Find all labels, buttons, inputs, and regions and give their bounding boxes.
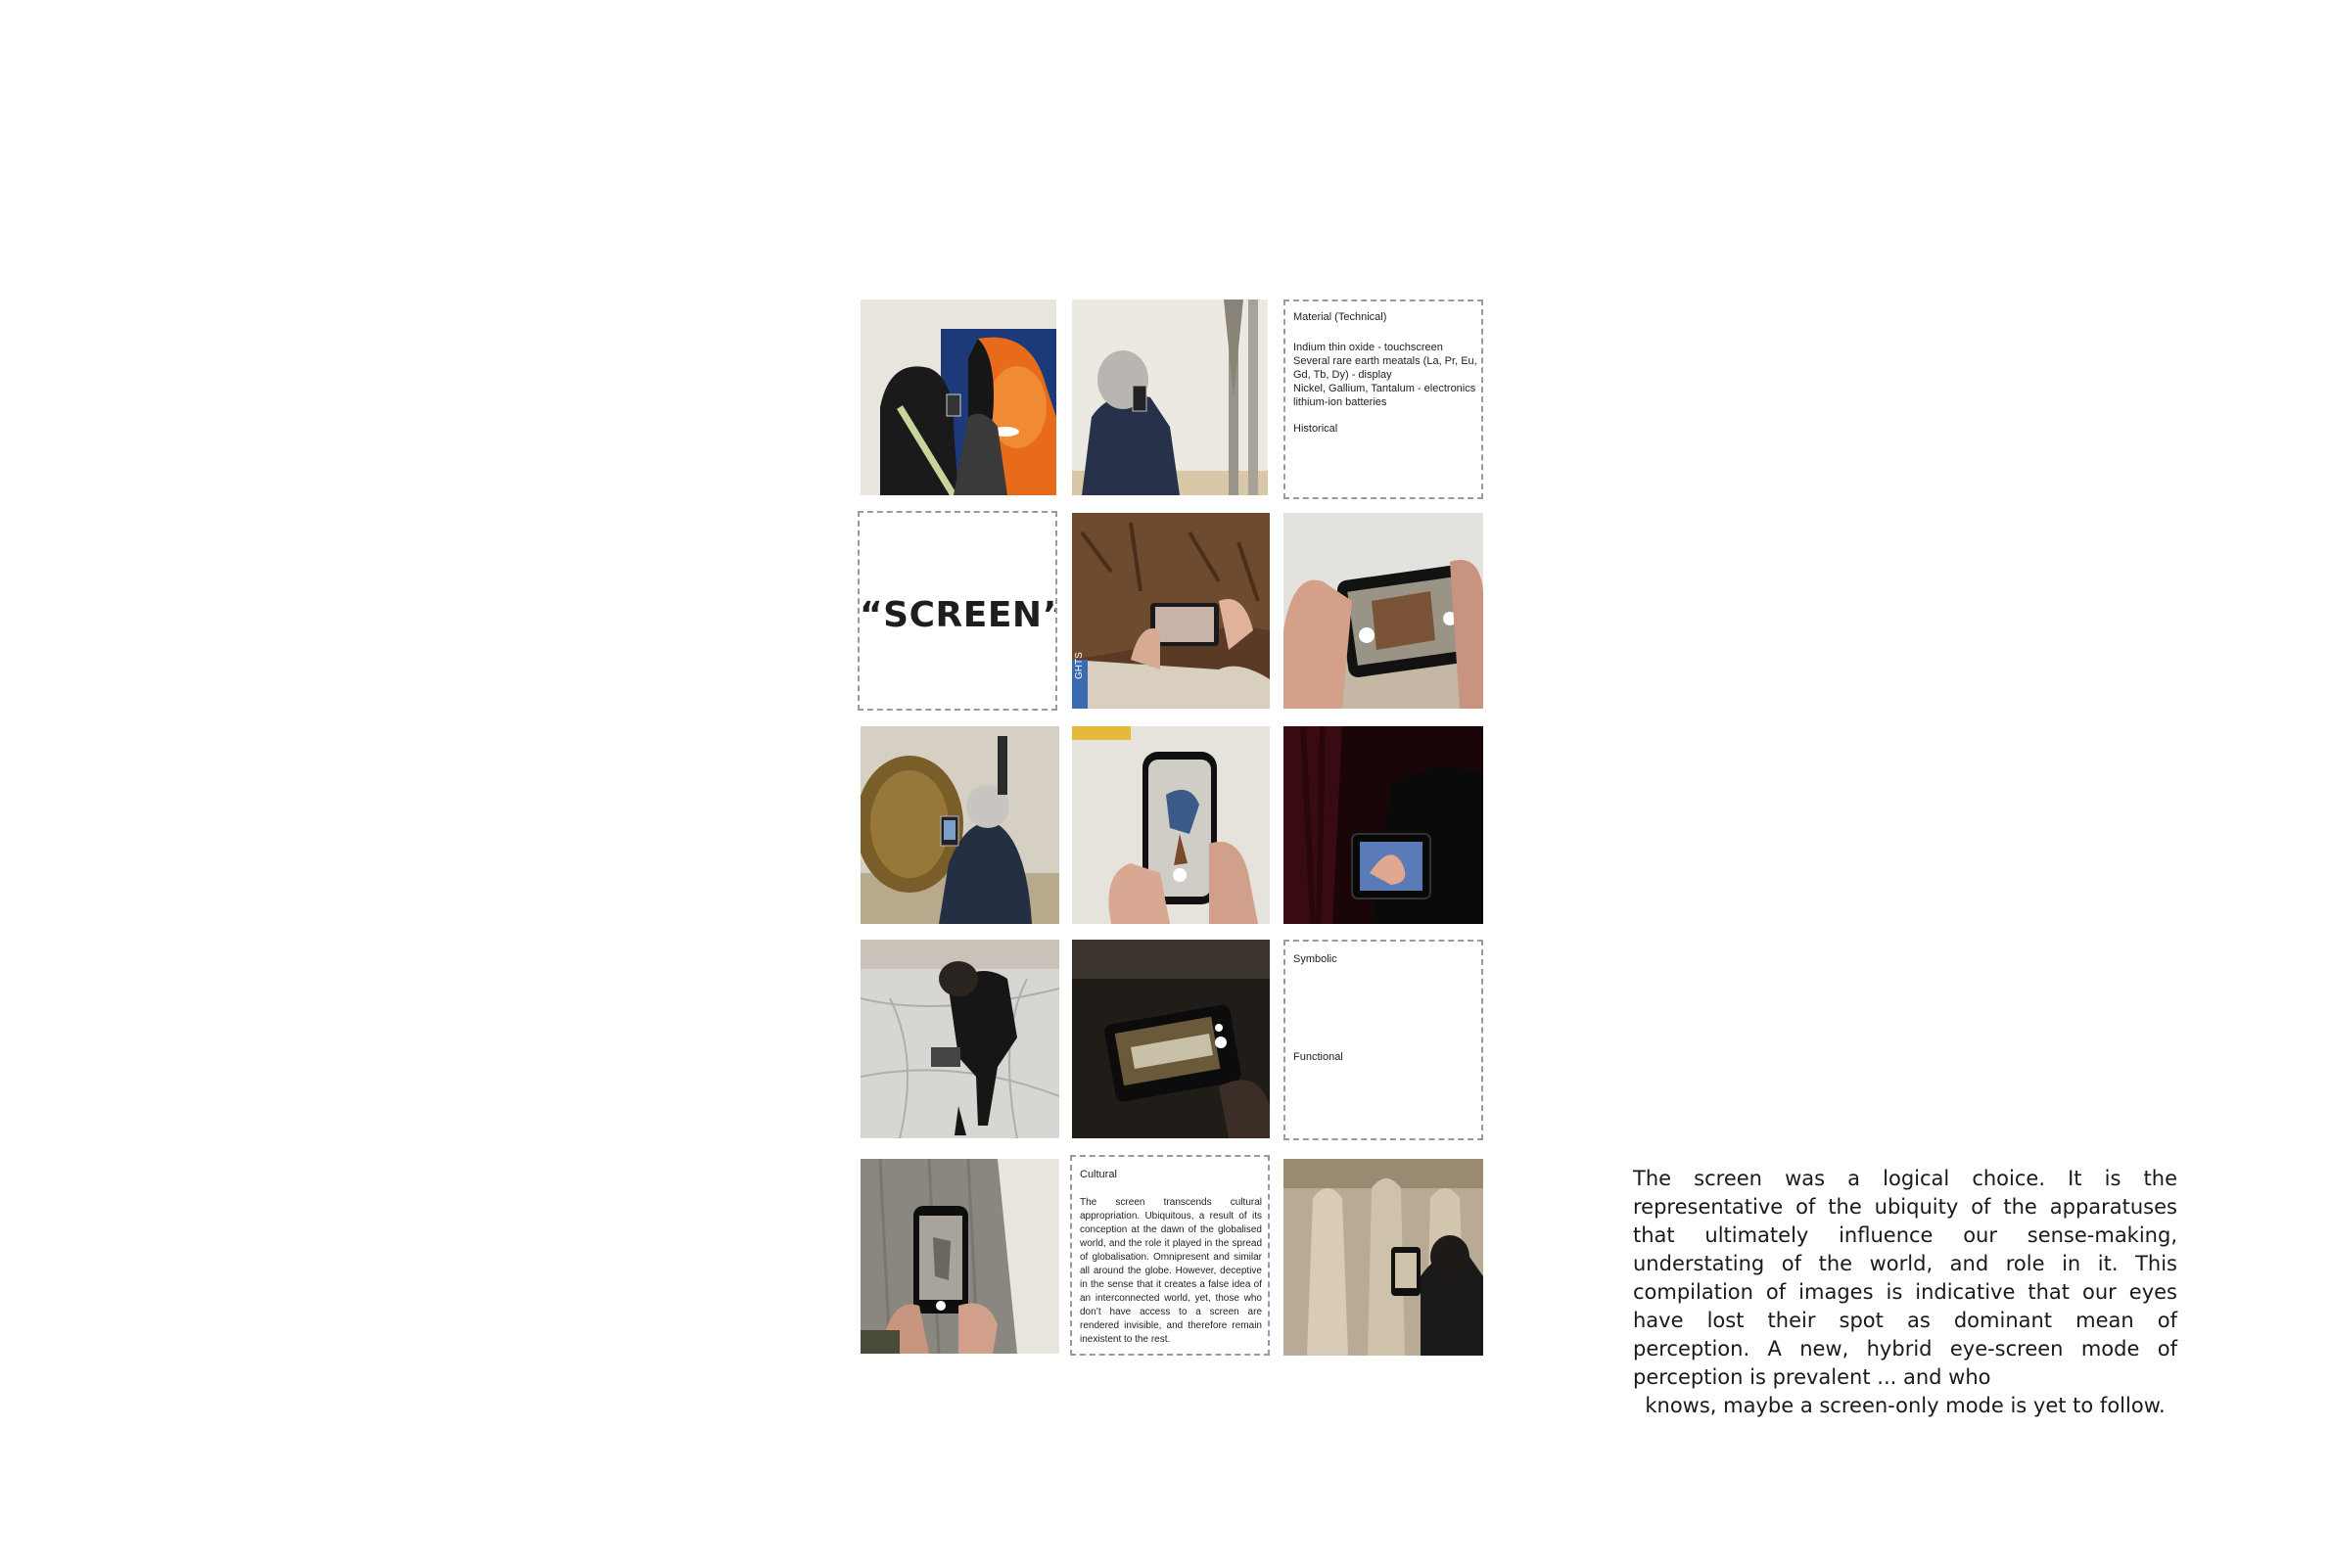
photo-elderly-man-at-sculpture xyxy=(1072,300,1268,495)
symbolic-label: Symbolic xyxy=(1293,953,1337,965)
material-line-2: Several rare earth meatals (La, Pr, Eu, xyxy=(1293,355,1477,367)
material-line-3: Gd, Tb, Dy) - display xyxy=(1293,369,1392,381)
cultural-paragraph: The screen transcends cultural appropria… xyxy=(1080,1197,1262,1345)
cultural-box: Cultural The screen transcends cultural … xyxy=(1070,1155,1270,1356)
historical-label: Historical xyxy=(1293,423,1338,435)
functional-label: Functional xyxy=(1293,1051,1343,1063)
photo-man-phone-cathedral-statues xyxy=(1283,1159,1483,1356)
screen-title-box: “SCREEN” xyxy=(858,511,1057,711)
photo-dark-red-curtain-phone xyxy=(1283,726,1483,924)
side-text: The screen was a logical choice. It is t… xyxy=(1633,1165,2177,1420)
material-line-5: lithium-ion batteries xyxy=(1293,396,1387,408)
photo-hands-phone-wooden-artwork: GHTS xyxy=(1072,513,1270,709)
photo-hand-holding-iphone xyxy=(1072,726,1270,924)
photo-man-bending-marble-floor xyxy=(861,940,1059,1138)
symbolic-functional-box: Symbolic Functional xyxy=(1283,940,1483,1140)
material-technical-box: Material (Technical) Indium thin oxide -… xyxy=(1283,300,1483,499)
photo-dark-phone-screen xyxy=(1072,940,1270,1138)
photo-hands-phone-vessel xyxy=(1283,513,1483,709)
photo-woman-photographing-portrait xyxy=(861,300,1056,495)
photo-edge-text: GHTS xyxy=(1074,652,1085,679)
material-line-4: Nickel, Gallium, Tantalum - electronics xyxy=(1293,383,1476,394)
screen-title: “SCREEN” xyxy=(860,595,1057,635)
material-heading: Material (Technical) xyxy=(1293,311,1387,323)
material-line-1: Indium thin oxide - touchscreen xyxy=(1293,342,1443,353)
cultural-heading: Cultural xyxy=(1080,1169,1117,1180)
photo-man-at-golden-disc xyxy=(861,726,1059,924)
photo-hands-phone-grey-sculpture xyxy=(861,1159,1059,1354)
side-text-paragraph: The screen was a logical choice. It is t… xyxy=(1633,1167,2177,1389)
side-text-last-line: knows, maybe a screen-only mode is yet t… xyxy=(1645,1394,2166,1417)
